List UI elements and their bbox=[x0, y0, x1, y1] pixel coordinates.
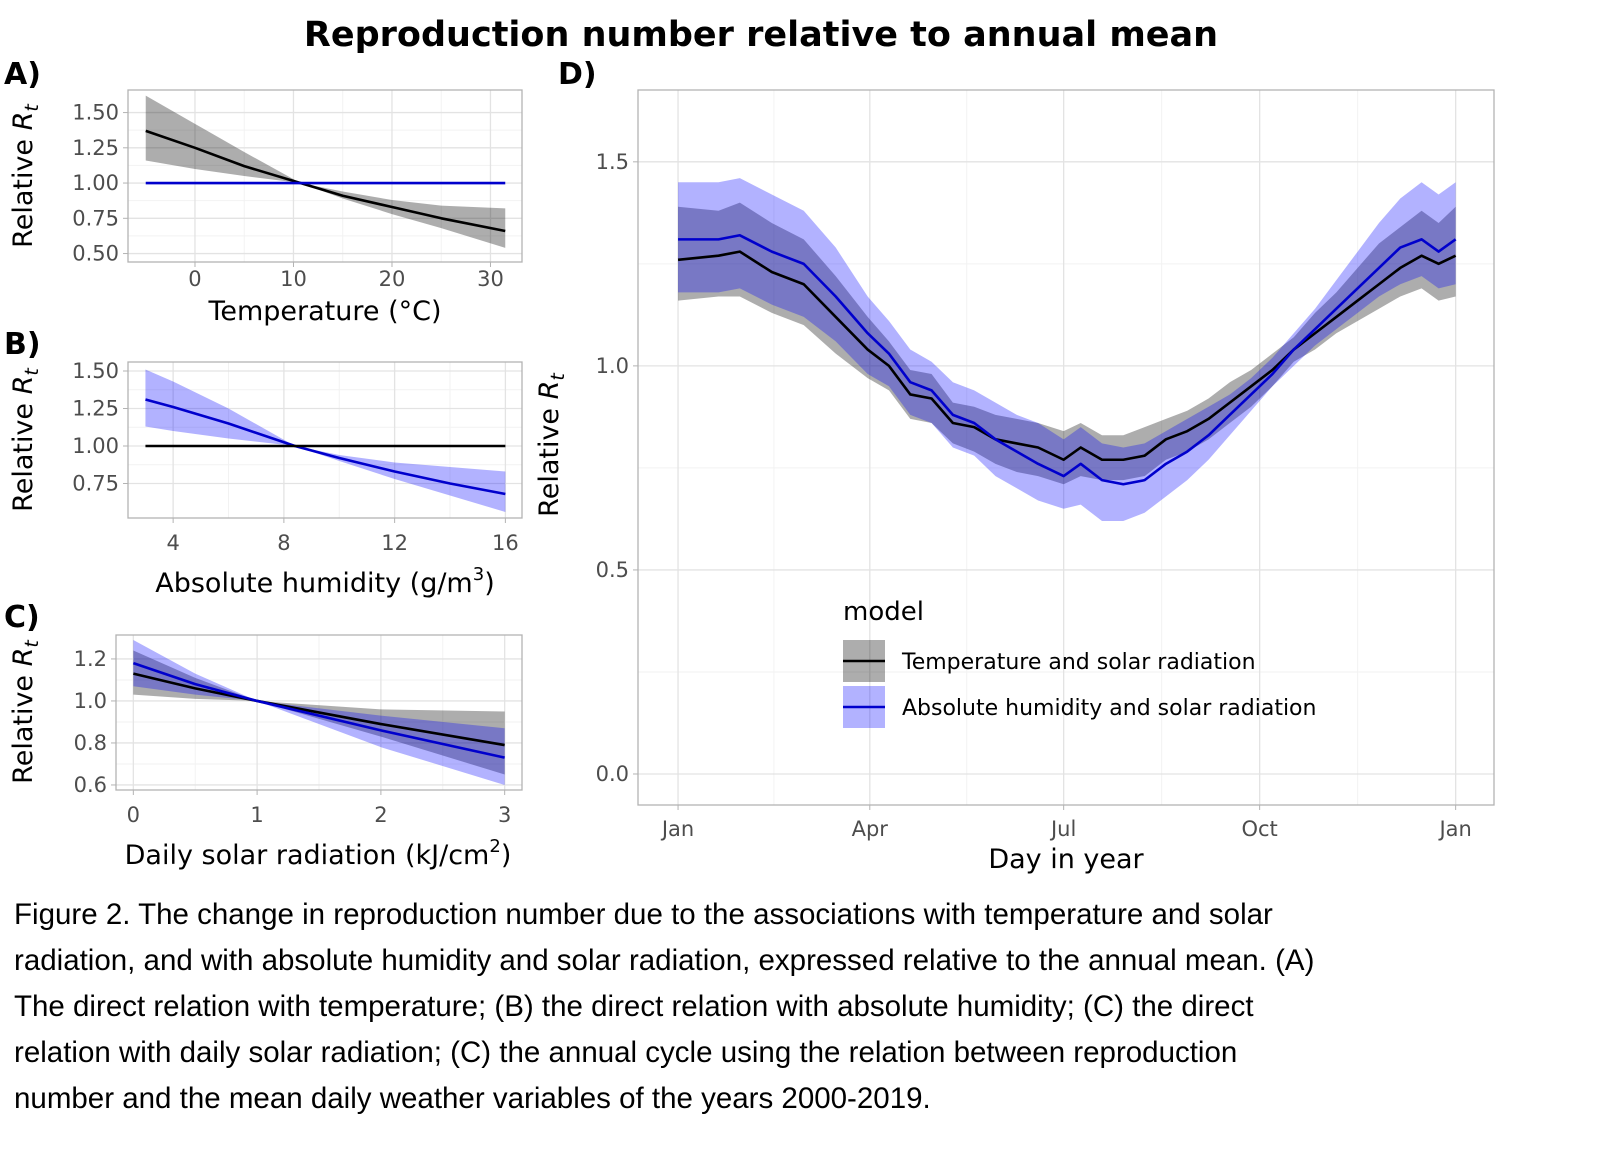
y-axis-label-subscript: t bbox=[21, 367, 43, 376]
y-tick-label: 1.2 bbox=[74, 647, 107, 671]
panel-label: B) bbox=[4, 327, 41, 362]
y-axis-label: Relative Rt bbox=[8, 639, 43, 784]
y-tick-label: 1.0 bbox=[74, 689, 107, 713]
humidity-model-line bbox=[145, 398, 506, 496]
caption-line: relation with daily solar radiation; (C)… bbox=[14, 1036, 1238, 1069]
y-tick-label: 0.0 bbox=[596, 762, 629, 786]
x-tick-label: Jul bbox=[1049, 817, 1076, 841]
x-axis-label-text: Absolute humidity (g/m bbox=[155, 568, 472, 599]
caption-line: number and the mean daily weather variab… bbox=[14, 1082, 931, 1115]
panel-label: C) bbox=[4, 600, 40, 635]
caption-line: radiation, and with absolute humidity an… bbox=[14, 944, 1315, 977]
panel-border bbox=[127, 89, 523, 263]
y-axis-label-text: Relative bbox=[534, 399, 565, 516]
x-tick-label: Apr bbox=[852, 817, 889, 841]
x-tick-label: 16 bbox=[492, 531, 519, 555]
y-tick-label: 1.25 bbox=[72, 136, 119, 160]
figure-title: Reproduction number relative to annual m… bbox=[304, 15, 1218, 55]
plot-area bbox=[132, 640, 505, 785]
x-axis-label-end: ) bbox=[501, 840, 512, 871]
y-tick-label: 0.75 bbox=[72, 206, 119, 230]
y-axis-label-symbol: R bbox=[8, 376, 39, 395]
y-axis-label-symbol: R bbox=[8, 648, 39, 667]
plot-area bbox=[677, 178, 1457, 521]
caption-line: The direct relation with temperature; (B… bbox=[14, 990, 1254, 1023]
temperature-model-line bbox=[145, 129, 506, 233]
y-axis-label-text: Relative bbox=[8, 130, 39, 247]
y-axis-label-subscript: t bbox=[21, 103, 43, 112]
y-tick-label: 0.8 bbox=[74, 731, 107, 755]
x-axis-label: Day in year bbox=[988, 844, 1144, 875]
x-axis-label-superscript: 2 bbox=[489, 836, 500, 857]
panel-border bbox=[115, 634, 523, 791]
x-axis-label-end: ) bbox=[484, 568, 495, 599]
humidity-model-ci-band bbox=[678, 178, 1456, 521]
x-axis-label: Absolute humidity (g/m3) bbox=[155, 564, 494, 599]
humidity-model-ci-band bbox=[145, 369, 506, 512]
y-tick-label: 1.25 bbox=[72, 397, 119, 421]
x-axis-label-text: Daily solar radiation (kJ/cm bbox=[125, 840, 490, 871]
y-tick-label: 0.5 bbox=[596, 558, 629, 582]
temperature-model-line bbox=[677, 250, 1457, 462]
panel-border bbox=[127, 361, 523, 519]
x-tick-label: 1 bbox=[250, 803, 263, 827]
y-axis-label-text: Relative bbox=[8, 394, 39, 511]
legend-label-temp: Temperature and solar radiation bbox=[901, 650, 1256, 675]
panel-border bbox=[637, 89, 1495, 806]
humidity-model-line bbox=[132, 661, 505, 759]
legend-title: model bbox=[843, 597, 924, 627]
y-axis-label: Relative Rt bbox=[534, 372, 569, 517]
x-tick-label: Oct bbox=[1241, 817, 1277, 841]
y-tick-label: 0.75 bbox=[72, 472, 119, 496]
y-tick-label: 1.0 bbox=[596, 354, 629, 378]
x-tick-label: 3 bbox=[498, 803, 511, 827]
x-tick-label: 4 bbox=[166, 531, 179, 555]
y-tick-label: 1.50 bbox=[72, 101, 119, 125]
x-axis-label: Temperature (°C) bbox=[207, 296, 441, 327]
y-tick-label: 1.00 bbox=[72, 434, 119, 458]
panel-label: D) bbox=[558, 57, 597, 92]
plot-area bbox=[145, 95, 506, 248]
y-axis-label-subscript: t bbox=[547, 372, 569, 381]
temperature-model-ci-band bbox=[145, 95, 506, 248]
figure-caption: Figure 2. The change in reproduction num… bbox=[14, 892, 1614, 1122]
panel-label: A) bbox=[4, 57, 41, 92]
y-axis-label: Relative Rt bbox=[8, 367, 43, 512]
y-tick-label: 0.50 bbox=[72, 242, 119, 266]
x-axis-label: Daily solar radiation (kJ/cm2) bbox=[125, 836, 512, 871]
y-axis-label-symbol: R bbox=[534, 381, 565, 400]
x-tick-label: 30 bbox=[477, 267, 504, 291]
x-tick-label: 10 bbox=[280, 267, 307, 291]
y-tick-label: 1.50 bbox=[72, 359, 119, 383]
x-tick-label: 8 bbox=[277, 531, 290, 555]
panel-c: 0 1 2 3 0.6 0.8 1.0 1.2 C) Daily solar radiation … bbox=[4, 600, 523, 871]
caption-line: Figure 2. The change in reproduction num… bbox=[14, 898, 1273, 931]
figure: Reproduction number relative to annual m… bbox=[4, 15, 1495, 875]
y-axis-label-symbol: R bbox=[8, 112, 39, 131]
y-axis-label: Relative Rt bbox=[8, 103, 43, 248]
y-tick-label: 1.00 bbox=[72, 171, 119, 195]
x-tick-label: 0 bbox=[188, 267, 201, 291]
y-tick-label: 0.6 bbox=[74, 773, 107, 797]
x-tick-label: 0 bbox=[127, 803, 140, 827]
x-tick-label: Jan bbox=[660, 817, 694, 841]
x-tick-label: Jan bbox=[1437, 817, 1471, 841]
x-tick-label: 12 bbox=[381, 531, 408, 555]
y-axis-label-text: Relative bbox=[8, 666, 39, 783]
legend-label-humid: Absolute humidity and solar radiation bbox=[902, 696, 1316, 721]
panel-a: 0 10 20 30 0.50 0.75 1.00 1.25 1.50 A) Temperature… bbox=[4, 57, 523, 327]
y-axis-label-subscript: t bbox=[21, 639, 43, 648]
humidity-model-line bbox=[678, 233, 1457, 486]
plot-area bbox=[145, 369, 506, 512]
y-tick-label: 1.5 bbox=[596, 150, 629, 174]
panel-b: 4 8 12 16 0.75 1.00 1.25 1.50 B) Absolute humidit… bbox=[4, 327, 523, 599]
legend: model Temperature and solar radiation Ab… bbox=[843, 597, 1316, 728]
x-tick-label: 2 bbox=[374, 803, 387, 827]
panel-d: Jan Apr Jul Oct Jan 0.0 0.5 1.0 1.5 D) Day in year… bbox=[534, 57, 1495, 875]
x-tick-label: 20 bbox=[379, 267, 406, 291]
x-axis-label-superscript: 3 bbox=[473, 564, 484, 585]
